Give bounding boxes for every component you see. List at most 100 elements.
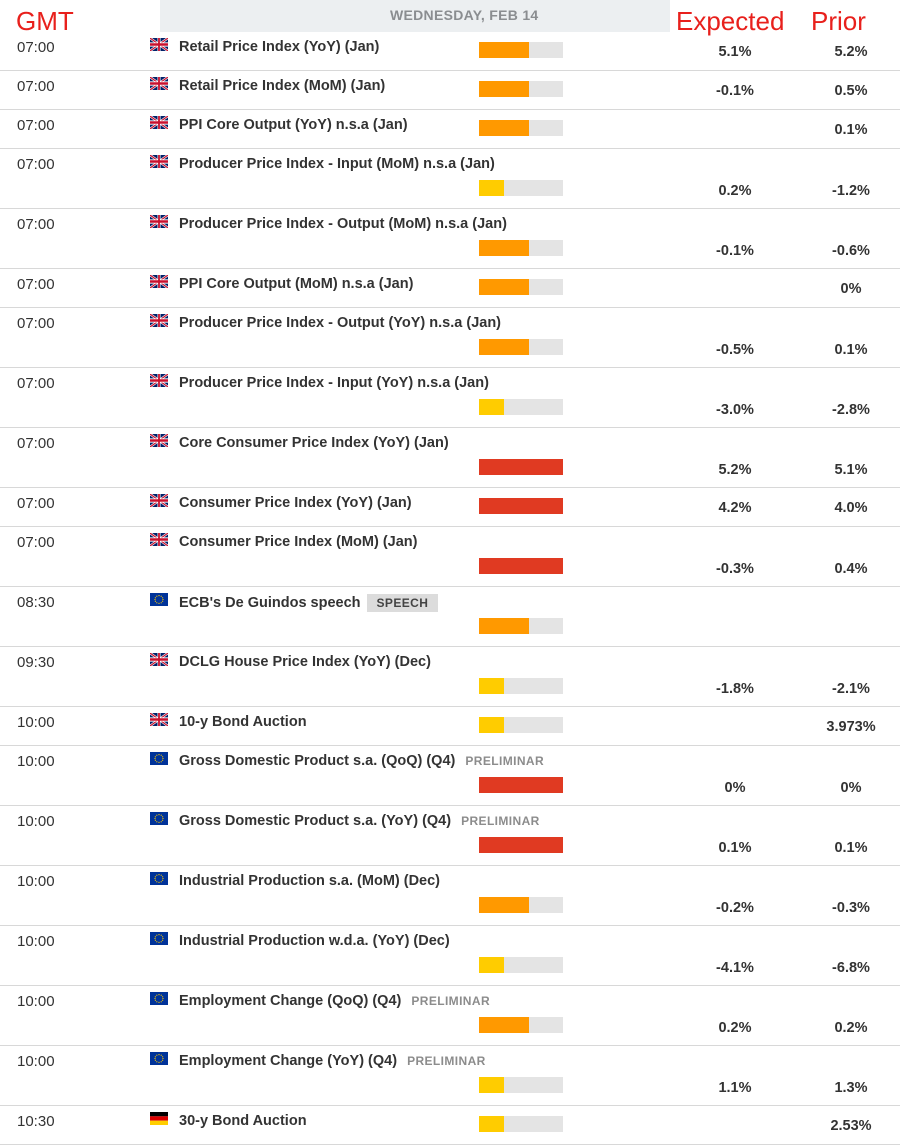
event-time: 10:00 [17, 753, 55, 770]
event-row[interactable]: 07:00 Retail Price Index (MoM) (Jan) -0.1%… [0, 71, 900, 110]
prior-column-label: Prior [811, 6, 866, 36]
uk-flag-icon [150, 314, 168, 327]
event-time: 07:00 [17, 495, 55, 512]
prior-value: 0.5% [834, 83, 868, 99]
eu-flag-icon [150, 932, 168, 945]
event-row[interactable]: 10:00 Gross Domestic Product s.a. (QoQ) (… [0, 746, 900, 806]
impact-level-medium [479, 81, 529, 97]
uk-flag-icon [150, 494, 168, 507]
expected-value: -0.3% [716, 561, 754, 577]
event-row[interactable]: 07:00 Producer Price Index - Output (MoM)… [0, 209, 900, 269]
uk-flag-icon [150, 275, 168, 288]
impact-meter [479, 399, 563, 415]
eu-flag-icon [150, 1052, 168, 1065]
event-row[interactable]: 09:30 DCLG House Price Index (YoY) (Dec) -… [0, 647, 900, 707]
event-name[interactable]: 10-y Bond Auction [179, 714, 307, 730]
event-title: Gross Domestic Product s.a. (QoQ) (Q4) [179, 753, 456, 769]
impact-level-medium [479, 279, 529, 295]
event-row[interactable]: 10:30 30-y Bond Auction 2.53% [0, 1106, 900, 1145]
event-name[interactable]: Gross Domestic Product s.a. (QoQ) (Q4) PR… [179, 753, 544, 769]
prior-value: 0.4% [834, 561, 868, 577]
event-title: PPI Core Output (YoY) n.s.a (Jan) [179, 117, 408, 133]
event-name[interactable]: Employment Change (QoQ) (Q4) PRELIMINAR [179, 993, 490, 1009]
event-name[interactable]: Industrial Production w.d.a. (YoY) (Dec) [179, 933, 450, 949]
impact-meter [479, 81, 563, 97]
prior-value: -2.8% [832, 402, 870, 418]
prior-value: 2.53% [830, 1118, 872, 1134]
uk-flag-icon [150, 116, 168, 129]
event-name[interactable]: Producer Price Index - Output (MoM) n.s.… [179, 216, 507, 232]
preliminary-badge: PRELIMINAR [407, 1054, 486, 1068]
prior-value: 5.1% [834, 462, 868, 478]
impact-meter [479, 459, 563, 475]
impact-meter [479, 957, 563, 973]
event-name[interactable]: Gross Domestic Product s.a. (YoY) (Q4) PR… [179, 813, 540, 829]
event-row[interactable]: 10:00 Gross Domestic Product s.a. (YoY) (… [0, 806, 900, 866]
expected-value: 4.2% [718, 500, 752, 516]
event-name[interactable]: Retail Price Index (YoY) (Jan) [179, 39, 379, 55]
event-row[interactable]: 10:00 Employment Change (YoY) (Q4) PRELIMI… [0, 1046, 900, 1106]
uk-flag-icon [150, 215, 168, 228]
impact-level-low [479, 399, 504, 415]
event-name[interactable]: Retail Price Index (MoM) (Jan) [179, 78, 385, 94]
event-time: 07:00 [17, 276, 55, 293]
event-name[interactable]: 30-y Bond Auction [179, 1113, 307, 1129]
event-name[interactable]: Consumer Price Index (MoM) (Jan) [179, 534, 417, 550]
date-band [160, 0, 670, 32]
event-row[interactable]: 07:00 Consumer Price Index (YoY) (Jan) 4.2… [0, 488, 900, 527]
prior-value: 5.2% [834, 44, 868, 60]
event-name[interactable]: DCLG House Price Index (YoY) (Dec) [179, 654, 431, 670]
prior-value: -2.1% [832, 681, 870, 697]
prior-value: -1.2% [832, 183, 870, 199]
impact-level-high [479, 777, 563, 793]
event-row[interactable]: 10:00 Employment Change (QoQ) (Q4) PRELIMI… [0, 986, 900, 1046]
event-name[interactable]: Industrial Production s.a. (MoM) (Dec) [179, 873, 440, 889]
eu-flag-icon [150, 992, 168, 1005]
event-title: Retail Price Index (MoM) (Jan) [179, 78, 386, 94]
event-time: 07:00 [17, 39, 55, 56]
expected-value: 0.2% [718, 1020, 752, 1036]
event-name[interactable]: Producer Price Index - Output (YoY) n.s.… [179, 315, 501, 331]
event-name[interactable]: Producer Price Index - Input (YoY) n.s.a… [179, 375, 489, 391]
event-row[interactable]: 10:00 10-y Bond Auction 3.973% [0, 707, 900, 746]
event-title: ECB's De Guindos speech [179, 594, 361, 611]
event-row[interactable]: 07:00 PPI Core Output (YoY) n.s.a (Jan) 0.… [0, 110, 900, 149]
date-heading: WEDNESDAY, FEB 14 [390, 7, 539, 23]
event-title: Producer Price Index - Output (MoM) n.s.… [179, 216, 507, 232]
event-row[interactable]: 10:00 Industrial Production w.d.a. (YoY) … [0, 926, 900, 986]
event-title: Industrial Production w.d.a. (YoY) (Dec) [179, 933, 450, 949]
event-row[interactable]: 08:30 ECB's De Guindos speech SPEECH [0, 587, 900, 647]
uk-flag-icon [150, 713, 168, 726]
event-name[interactable]: PPI Core Output (YoY) n.s.a (Jan) [179, 117, 408, 133]
uk-flag-icon [150, 77, 168, 90]
event-name[interactable]: Consumer Price Index (YoY) (Jan) [179, 495, 412, 511]
event-name[interactable]: PPI Core Output (MoM) n.s.a (Jan) [179, 276, 413, 292]
impact-meter [479, 180, 563, 196]
event-time: 10:00 [17, 873, 55, 890]
event-name[interactable]: Producer Price Index - Input (MoM) n.s.a… [179, 156, 495, 172]
event-row[interactable]: 07:00 PPI Core Output (MoM) n.s.a (Jan) 0% [0, 269, 900, 308]
event-row[interactable]: 10:00 Industrial Production s.a. (MoM) (D… [0, 866, 900, 926]
event-time: 07:00 [17, 534, 55, 551]
impact-meter [479, 1116, 563, 1132]
event-name[interactable]: Employment Change (YoY) (Q4) PRELIMINAR [179, 1053, 486, 1069]
event-row[interactable]: 07:00 Producer Price Index - Input (YoY) … [0, 368, 900, 428]
event-row[interactable]: 07:00 Producer Price Index - Input (MoM) … [0, 149, 900, 209]
event-row[interactable]: 07:00 Producer Price Index - Output (YoY)… [0, 308, 900, 368]
event-row[interactable]: 07:00 Consumer Price Index (MoM) (Jan) -0.… [0, 527, 900, 587]
event-name[interactable]: ECB's De Guindos speech SPEECH [179, 594, 439, 612]
event-name[interactable]: Core Consumer Price Index (YoY) (Jan) [179, 435, 449, 451]
prior-value: 0.1% [834, 122, 868, 138]
expected-value: -0.5% [716, 342, 754, 358]
event-time: 10:00 [17, 714, 55, 731]
events-table: 07:00 Retail Price Index (YoY) (Jan) 5.1% 5… [0, 32, 900, 1145]
impact-meter [479, 279, 563, 295]
impact-meter [479, 837, 563, 853]
uk-flag-icon [150, 653, 168, 666]
eu-flag-icon [150, 752, 168, 765]
event-row[interactable]: 07:00 Core Consumer Price Index (YoY) (Ja… [0, 428, 900, 488]
impact-meter [479, 120, 563, 136]
uk-flag-icon [150, 434, 168, 447]
uk-flag-icon [150, 155, 168, 168]
event-row[interactable]: 07:00 Retail Price Index (YoY) (Jan) 5.1% 5… [0, 32, 900, 71]
